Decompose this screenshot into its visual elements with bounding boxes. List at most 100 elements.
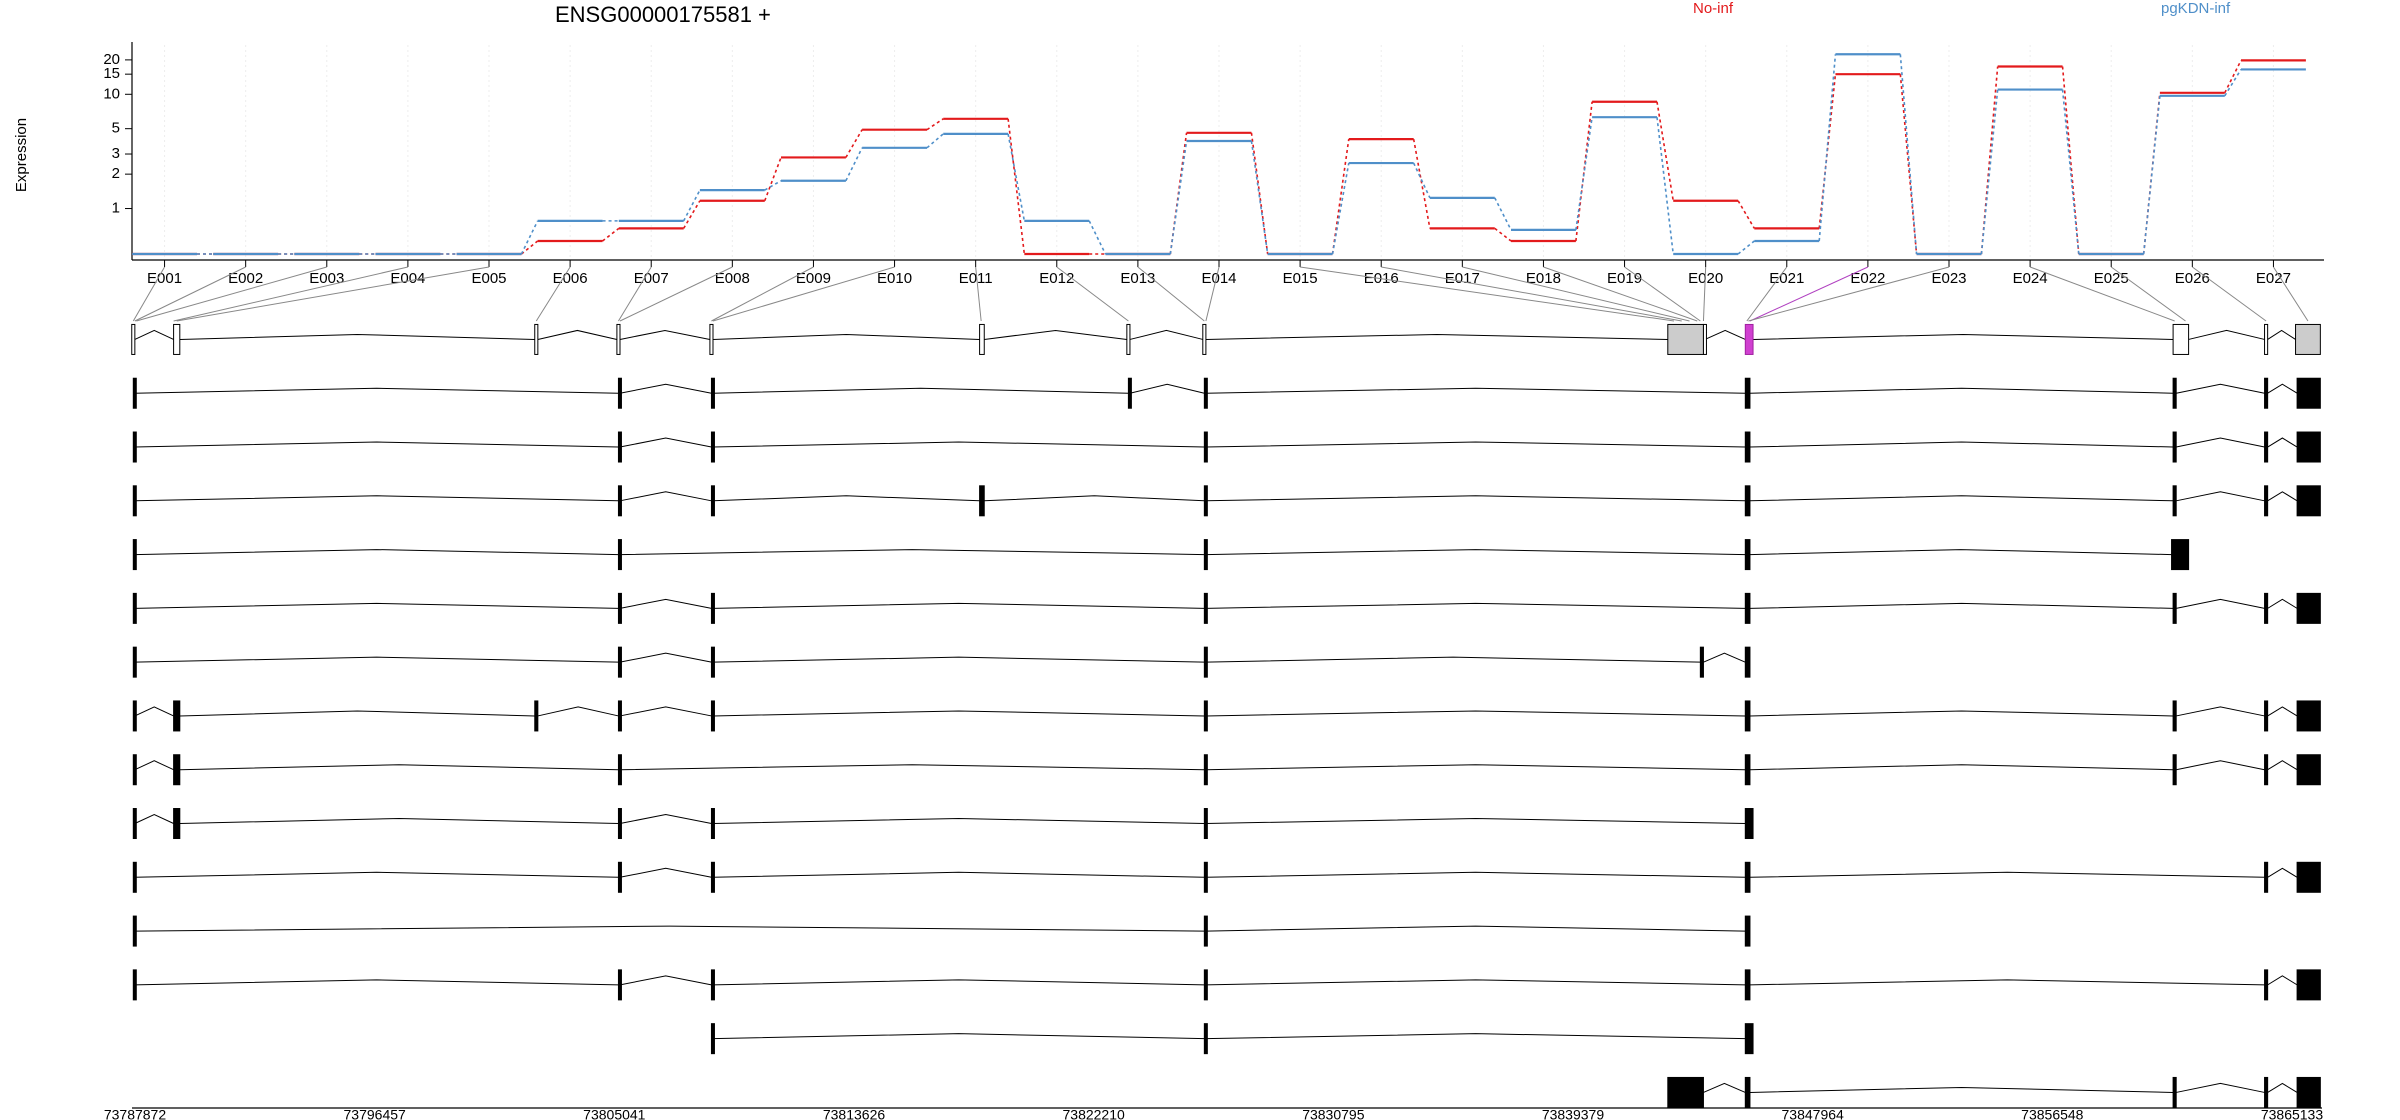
exon bbox=[1744, 646, 1751, 678]
step-connector bbox=[764, 180, 782, 191]
intron bbox=[1749, 871, 2265, 878]
exon bbox=[132, 646, 137, 678]
exon bbox=[2295, 323, 2321, 355]
exon bbox=[1744, 485, 1751, 517]
x-tick-label: E011 bbox=[959, 270, 993, 287]
legend-entry: pgKDN-inf bbox=[2161, 0, 2231, 17]
exon bbox=[709, 323, 714, 355]
intron bbox=[984, 495, 1205, 502]
exon bbox=[617, 861, 622, 893]
intron bbox=[179, 764, 619, 771]
step-connector bbox=[1250, 132, 1269, 255]
intron bbox=[712, 602, 1205, 609]
exon-connector bbox=[176, 266, 490, 322]
intron bbox=[984, 329, 1127, 340]
exon bbox=[617, 539, 622, 571]
y-tick-label: 3 bbox=[112, 145, 120, 162]
exon bbox=[1203, 915, 1208, 947]
exon bbox=[1203, 646, 1208, 678]
step-connector bbox=[2224, 69, 2242, 97]
step-connector bbox=[764, 157, 782, 202]
intron bbox=[2267, 760, 2298, 771]
intron bbox=[134, 979, 619, 986]
exon bbox=[710, 485, 715, 517]
intron bbox=[2267, 491, 2298, 502]
exon bbox=[2264, 861, 2269, 893]
step-connector bbox=[1575, 101, 1593, 242]
exon bbox=[1126, 323, 1131, 355]
x-tick-label: E021 bbox=[1769, 270, 1804, 287]
exon bbox=[2296, 431, 2321, 463]
exon bbox=[1127, 377, 1132, 409]
intron bbox=[2176, 383, 2265, 394]
exon bbox=[2296, 969, 2321, 1001]
step-connector bbox=[845, 129, 863, 158]
exon bbox=[710, 861, 715, 893]
intron bbox=[619, 383, 712, 394]
x-tick-label: E025 bbox=[2094, 270, 2129, 287]
step-connector bbox=[845, 147, 863, 182]
intron bbox=[712, 818, 1205, 825]
x-tick-label: E018 bbox=[1526, 270, 1561, 287]
intron bbox=[712, 979, 1205, 986]
intron bbox=[179, 710, 535, 717]
intron bbox=[1205, 710, 1746, 717]
y-tick-label: 5 bbox=[112, 120, 120, 137]
intron bbox=[619, 867, 712, 878]
step-connector bbox=[520, 220, 539, 255]
intron bbox=[619, 764, 1205, 771]
intron bbox=[619, 549, 1205, 556]
exon-connector bbox=[1205, 266, 1220, 322]
exon bbox=[1203, 1023, 1208, 1055]
intron bbox=[2267, 383, 2298, 394]
intron bbox=[2188, 329, 2265, 340]
intron bbox=[537, 329, 618, 340]
exon bbox=[2264, 485, 2269, 517]
exon bbox=[534, 323, 539, 355]
exon-connector bbox=[1462, 266, 1690, 322]
intron bbox=[1205, 441, 1746, 448]
intron bbox=[1749, 549, 2172, 556]
exon bbox=[173, 808, 181, 840]
exon bbox=[132, 754, 137, 786]
intron bbox=[2176, 1082, 2265, 1093]
y-tick-label: 2 bbox=[112, 165, 120, 182]
step-connector bbox=[1331, 162, 1350, 255]
y-axis-label: Expression bbox=[13, 118, 30, 192]
intron bbox=[619, 491, 712, 502]
intron bbox=[2176, 706, 2265, 717]
genomic-tick-label: 73847964 bbox=[1782, 1107, 1845, 1120]
exon bbox=[132, 915, 137, 947]
step-connector bbox=[602, 227, 620, 242]
exon bbox=[2264, 377, 2269, 409]
step-connector bbox=[1737, 200, 1756, 229]
exon bbox=[617, 969, 622, 1001]
genomic-tick-label: 73839379 bbox=[1542, 1107, 1605, 1120]
step-connector bbox=[926, 118, 944, 131]
x-tick-label: E003 bbox=[309, 270, 344, 287]
exon bbox=[1203, 808, 1208, 840]
exon-connector bbox=[1056, 266, 1129, 322]
exon bbox=[617, 754, 622, 786]
intron bbox=[1129, 383, 1205, 394]
step-connector bbox=[2061, 89, 2080, 255]
exon bbox=[617, 377, 622, 409]
exon bbox=[617, 485, 622, 517]
step-connector bbox=[1980, 89, 1999, 255]
intron bbox=[1129, 329, 1203, 340]
intron bbox=[1749, 764, 2174, 771]
exon bbox=[2264, 1076, 2269, 1108]
genomic-tick-label: 73865133 bbox=[2261, 1107, 2324, 1120]
exon bbox=[1744, 1076, 1751, 1108]
intron bbox=[134, 925, 1205, 932]
genomic-tick-label: 73813626 bbox=[823, 1107, 886, 1120]
exon bbox=[132, 539, 137, 571]
exon bbox=[1744, 754, 1751, 786]
x-tick-label: E008 bbox=[715, 270, 750, 287]
intron bbox=[1749, 602, 2174, 609]
genomic-tick-label: 73796457 bbox=[344, 1107, 407, 1120]
x-tick-label: E001 bbox=[147, 270, 182, 287]
exon bbox=[1744, 808, 1754, 840]
intron bbox=[134, 706, 174, 717]
y-tick-label: 10 bbox=[103, 85, 120, 102]
